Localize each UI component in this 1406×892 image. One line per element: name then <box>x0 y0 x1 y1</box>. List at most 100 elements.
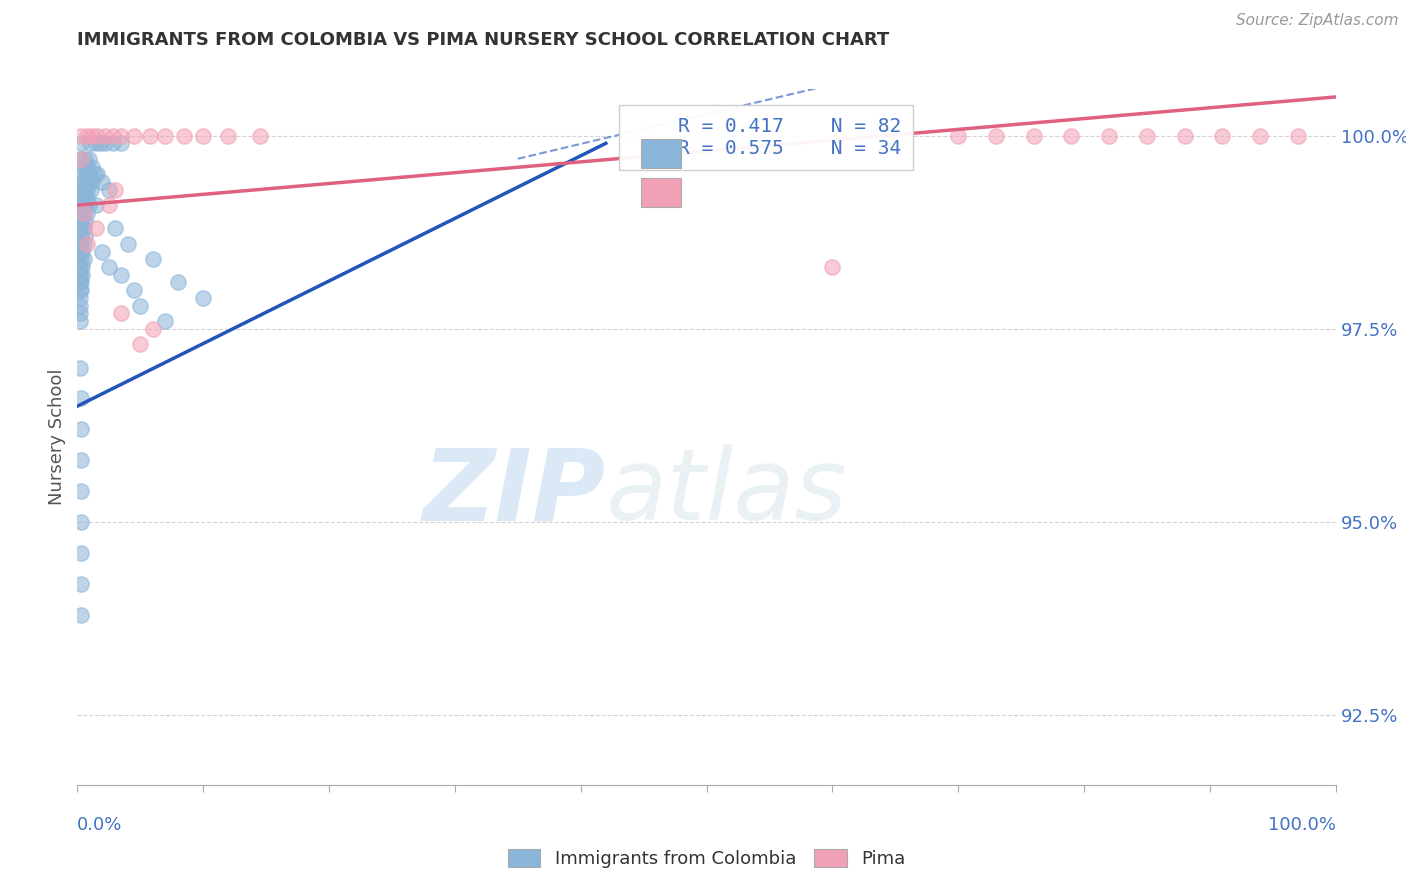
Point <box>101 136 124 151</box>
Point <box>70 392 93 406</box>
Point <box>155 314 177 328</box>
Point <box>69 183 91 197</box>
Point <box>122 128 145 143</box>
Point <box>1022 128 1045 143</box>
Point <box>84 136 107 151</box>
Point <box>72 260 94 274</box>
Point <box>122 283 145 297</box>
Point <box>97 260 120 274</box>
Point <box>70 484 93 499</box>
Point <box>70 283 93 297</box>
Point <box>72 206 94 220</box>
Point <box>69 221 91 235</box>
Text: R = 0.417    N = 82
    R = 0.575    N = 34: R = 0.417 N = 82 R = 0.575 N = 34 <box>631 117 901 158</box>
Point <box>1098 128 1121 143</box>
Point <box>70 152 93 166</box>
Point <box>1249 128 1271 143</box>
Point <box>984 128 1007 143</box>
Point <box>70 128 93 143</box>
Point <box>72 236 94 251</box>
Point <box>1136 128 1159 143</box>
Point <box>89 136 111 151</box>
Point <box>76 236 98 251</box>
Point <box>69 244 91 259</box>
Point <box>72 190 94 204</box>
Point <box>69 276 91 290</box>
FancyBboxPatch shape <box>641 138 682 168</box>
Point <box>70 236 93 251</box>
Point <box>73 198 96 212</box>
Point <box>104 221 127 235</box>
Point <box>69 291 91 305</box>
Point <box>104 183 127 197</box>
Point <box>82 160 104 174</box>
Point <box>97 183 120 197</box>
Point <box>84 198 107 212</box>
Point <box>70 453 93 467</box>
Text: IMMIGRANTS FROM COLOMBIA VS PIMA NURSERY SCHOOL CORRELATION CHART: IMMIGRANTS FROM COLOMBIA VS PIMA NURSERY… <box>77 31 890 49</box>
Point <box>94 128 117 143</box>
Point <box>69 190 91 204</box>
Point <box>191 291 215 305</box>
Point <box>76 206 98 220</box>
Point <box>86 167 108 181</box>
Point <box>69 283 91 297</box>
Point <box>191 128 215 143</box>
Point <box>73 213 96 227</box>
Point <box>70 175 93 189</box>
Point <box>72 221 94 235</box>
Point <box>77 152 100 166</box>
Point <box>69 268 91 282</box>
Point <box>84 167 107 181</box>
Point <box>80 183 103 197</box>
Text: 100.0%: 100.0% <box>1268 816 1336 834</box>
Point <box>70 152 93 166</box>
Point <box>72 244 94 259</box>
Point <box>70 276 93 290</box>
Point <box>69 260 91 274</box>
Point <box>76 183 98 197</box>
Point <box>75 167 97 181</box>
Point <box>1174 128 1197 143</box>
Point <box>129 299 152 313</box>
Point <box>110 128 132 143</box>
Point <box>101 128 124 143</box>
Point <box>76 160 98 174</box>
Point <box>217 128 239 143</box>
Point <box>155 128 177 143</box>
Point <box>139 128 162 143</box>
Point <box>73 152 96 166</box>
Point <box>72 167 94 181</box>
Point <box>94 136 117 151</box>
Point <box>77 198 100 212</box>
Point <box>69 206 91 220</box>
Point <box>82 128 104 143</box>
FancyBboxPatch shape <box>641 178 682 208</box>
Text: 0.0%: 0.0% <box>77 816 122 834</box>
Point <box>86 128 108 143</box>
Point <box>76 128 98 143</box>
Point <box>76 190 98 204</box>
Point <box>97 198 120 212</box>
Point <box>72 268 94 282</box>
Point <box>70 229 93 244</box>
Point <box>70 577 93 591</box>
Point <box>1060 128 1083 143</box>
Point <box>129 337 152 351</box>
Point <box>117 236 139 251</box>
Point <box>142 252 165 267</box>
Point <box>69 299 91 313</box>
Point <box>167 276 190 290</box>
Point <box>249 128 271 143</box>
Point <box>72 160 94 174</box>
Point <box>1286 128 1309 143</box>
Legend: Immigrants from Colombia, Pima: Immigrants from Colombia, Pima <box>501 842 912 875</box>
Point <box>69 360 91 375</box>
Point <box>70 252 93 267</box>
Point <box>1211 128 1233 143</box>
Y-axis label: Nursery School: Nursery School <box>48 368 66 506</box>
Point <box>72 206 94 220</box>
Point <box>69 314 91 328</box>
Point <box>110 268 132 282</box>
Point <box>70 136 93 151</box>
